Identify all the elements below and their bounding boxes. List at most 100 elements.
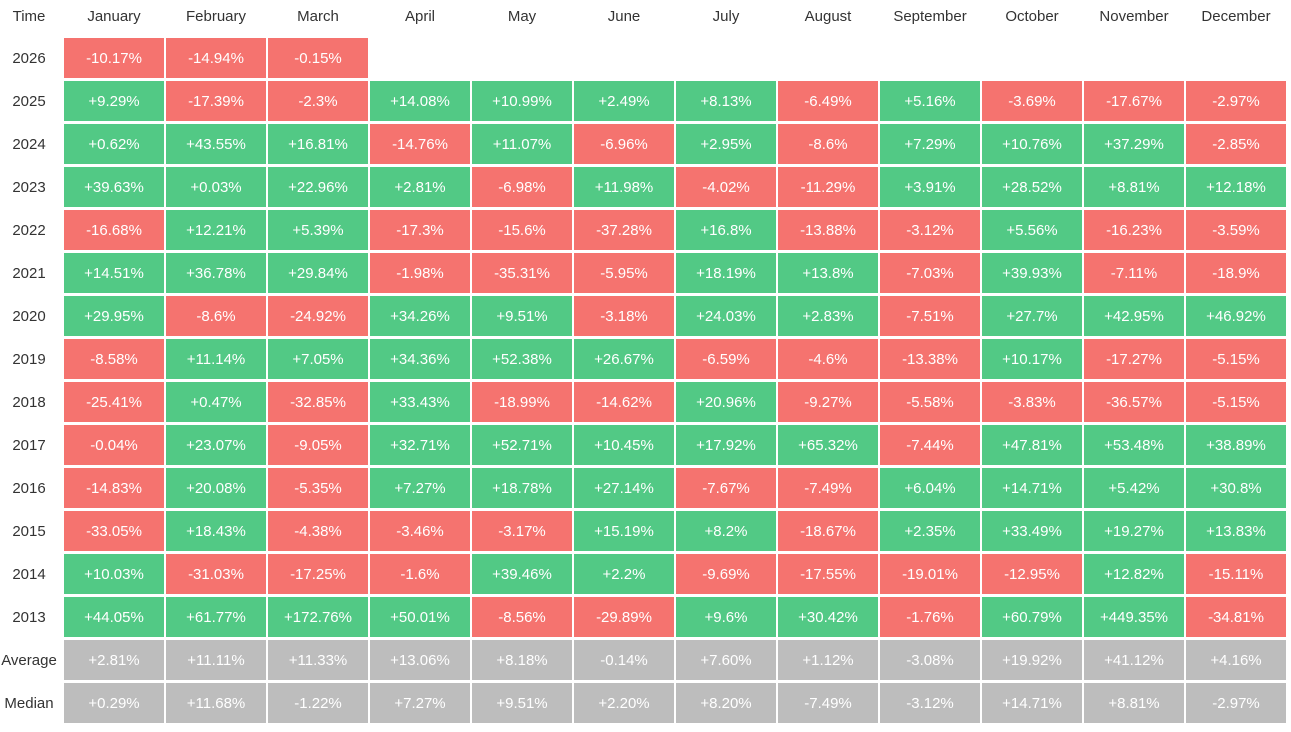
return-cell: +449.35% [1084, 597, 1184, 637]
summary-cell: -1.22% [268, 683, 368, 723]
return-cell: -35.31% [472, 253, 572, 293]
return-cell: -25.41% [64, 382, 164, 422]
return-cell: -18.99% [472, 382, 572, 422]
return-cell: +12.82% [1084, 554, 1184, 594]
return-cell: -7.67% [676, 468, 776, 508]
return-cell: +8.13% [676, 81, 776, 121]
summary-cell: +2.81% [64, 640, 164, 680]
return-cell: +10.03% [64, 554, 164, 594]
return-cell: -17.67% [1084, 81, 1184, 121]
return-cell: +5.39% [268, 210, 368, 250]
return-cell: +5.42% [1084, 468, 1184, 508]
summary-label: Average [1, 651, 57, 669]
return-cell: -4.38% [268, 511, 368, 551]
year-label: 2020 [12, 307, 46, 325]
year-label: 2025 [12, 92, 46, 110]
return-cell: +37.29% [1084, 124, 1184, 164]
return-cell: +10.17% [982, 339, 1082, 379]
return-cell: +39.93% [982, 253, 1082, 293]
return-cell: +3.91% [880, 167, 980, 207]
summary-cell: +1.12% [778, 640, 878, 680]
return-cell: +11.14% [166, 339, 266, 379]
month-header: September [893, 7, 967, 25]
return-cell: +2.83% [778, 296, 878, 336]
return-cell: -14.94% [166, 38, 266, 78]
return-cell: +10.76% [982, 124, 1082, 164]
return-cell: +43.55% [166, 124, 266, 164]
return-cell: -6.59% [676, 339, 776, 379]
return-cell: -11.29% [778, 167, 878, 207]
summary-cell: -3.12% [880, 683, 980, 723]
return-cell: +6.04% [880, 468, 980, 508]
month-header: June [607, 7, 641, 25]
return-cell: -3.18% [574, 296, 674, 336]
return-cell: -17.27% [1084, 339, 1184, 379]
return-cell: -6.96% [574, 124, 674, 164]
return-cell: +14.71% [982, 468, 1082, 508]
return-cell: +7.05% [268, 339, 368, 379]
return-cell: +39.46% [472, 554, 572, 594]
return-cell: +42.95% [1084, 296, 1184, 336]
return-cell: -7.03% [880, 253, 980, 293]
summary-label: Median [4, 694, 54, 712]
return-cell: +26.67% [574, 339, 674, 379]
return-cell: +5.16% [880, 81, 980, 121]
return-cell: +50.01% [370, 597, 470, 637]
return-cell: -8.58% [64, 339, 164, 379]
return-cell: -15.11% [1186, 554, 1286, 594]
return-cell: +27.7% [982, 296, 1082, 336]
return-cell: +0.47% [166, 382, 266, 422]
summary-cell: +11.33% [268, 640, 368, 680]
return-cell: +13.83% [1186, 511, 1286, 551]
return-cell: +13.8% [778, 253, 878, 293]
month-header: April [404, 7, 435, 25]
summary-cell: +19.92% [982, 640, 1082, 680]
return-cell: -5.15% [1186, 339, 1286, 379]
year-label: 2019 [12, 350, 46, 368]
return-cell: -13.38% [880, 339, 980, 379]
return-cell: +52.71% [472, 425, 572, 465]
return-cell: -31.03% [166, 554, 266, 594]
return-cell: +44.05% [64, 597, 164, 637]
return-cell: +2.2% [574, 554, 674, 594]
return-cell: -17.55% [778, 554, 878, 594]
return-cell: -4.02% [676, 167, 776, 207]
summary-cell: +11.11% [166, 640, 266, 680]
return-cell: +30.42% [778, 597, 878, 637]
return-cell: +11.07% [472, 124, 572, 164]
return-cell: -18.67% [778, 511, 878, 551]
return-cell: +2.35% [880, 511, 980, 551]
return-cell: -16.68% [64, 210, 164, 250]
return-cell: -37.28% [574, 210, 674, 250]
return-cell: +10.45% [574, 425, 674, 465]
return-cell: +2.95% [676, 124, 776, 164]
return-cell: -6.98% [472, 167, 572, 207]
year-label: 2021 [12, 264, 46, 282]
return-cell: -1.76% [880, 597, 980, 637]
return-cell: -8.56% [472, 597, 572, 637]
return-cell: +60.79% [982, 597, 1082, 637]
return-cell: +28.52% [982, 167, 1082, 207]
return-cell: +7.29% [880, 124, 980, 164]
summary-cell: +8.20% [676, 683, 776, 723]
return-cell: +20.08% [166, 468, 266, 508]
month-header: January [87, 7, 141, 25]
return-cell: +18.19% [676, 253, 776, 293]
return-cell: +38.89% [1186, 425, 1286, 465]
year-label: 2017 [12, 436, 46, 454]
year-label: 2023 [12, 178, 46, 196]
return-cell: -7.44% [880, 425, 980, 465]
return-cell: -17.25% [268, 554, 368, 594]
return-cell: +52.38% [472, 339, 572, 379]
return-cell: +27.14% [574, 468, 674, 508]
return-cell: +9.29% [64, 81, 164, 121]
summary-cell: +9.51% [472, 683, 572, 723]
summary-cell: +41.12% [1084, 640, 1184, 680]
return-cell: +10.99% [472, 81, 572, 121]
return-cell: +22.96% [268, 167, 368, 207]
return-cell: -3.46% [370, 511, 470, 551]
return-cell: -16.23% [1084, 210, 1184, 250]
return-cell: +0.62% [64, 124, 164, 164]
return-cell: -7.49% [778, 468, 878, 508]
